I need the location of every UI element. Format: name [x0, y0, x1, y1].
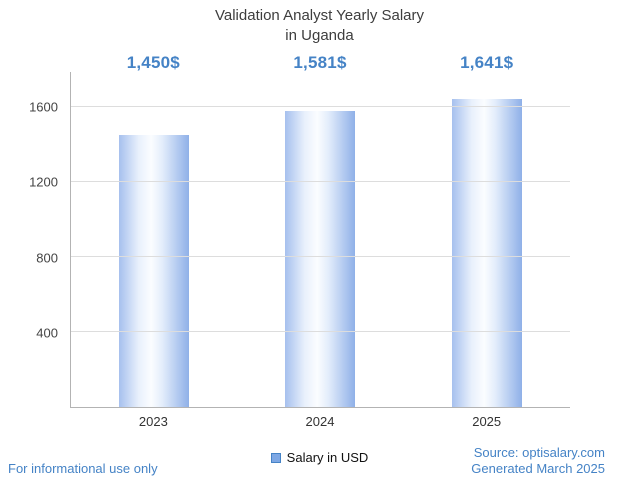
value-labels: 1,450$ 1,581$ 1,641$ [70, 53, 570, 73]
y-axis-labels: 400 800 1200 1600 [0, 72, 64, 408]
bar-2024 [285, 110, 356, 407]
bar-slot [404, 72, 570, 407]
x-axis-labels: 2023 2024 2025 [70, 414, 570, 429]
source-text: Source: optisalary.com [473, 444, 605, 460]
bar-slot [71, 72, 237, 407]
legend: Salary in USD [0, 450, 639, 465]
generated-text: Generated March 2025 [471, 460, 605, 476]
gridline [71, 106, 570, 108]
legend-label: Salary in USD [286, 450, 369, 465]
bars [71, 72, 570, 407]
source-attribution: Source: optisalary.com Generated March 2… [471, 445, 605, 478]
bar-value-label: 1,450$ [126, 53, 180, 72]
y-tick-label: 400 [36, 325, 58, 341]
bar-value-label: 1,641$ [460, 53, 514, 72]
y-tick-label: 800 [36, 250, 58, 266]
gridline [71, 256, 570, 258]
gridline [71, 331, 570, 333]
legend-swatch-icon [270, 452, 281, 463]
bar-2023 [119, 135, 190, 407]
plot-area [70, 72, 570, 408]
bar-slot [237, 72, 403, 407]
disclaimer-text: For informational use only [8, 461, 158, 476]
bar-value-label: 1,581$ [293, 53, 347, 72]
chart-title: Validation Analyst Yearly Salary in Ugan… [0, 6, 639, 45]
chart-title-line1: Validation Analyst Yearly Salary [214, 7, 425, 24]
x-tick-label: 2023 [138, 414, 168, 429]
chart-title-line2: in Uganda [285, 26, 354, 44]
x-tick-label: 2025 [472, 414, 502, 429]
y-tick-label: 1200 [29, 174, 58, 190]
y-tick-label: 1600 [29, 99, 58, 115]
gridline [71, 181, 570, 183]
bar-2025 [451, 99, 522, 407]
x-tick-label: 2024 [305, 414, 335, 429]
